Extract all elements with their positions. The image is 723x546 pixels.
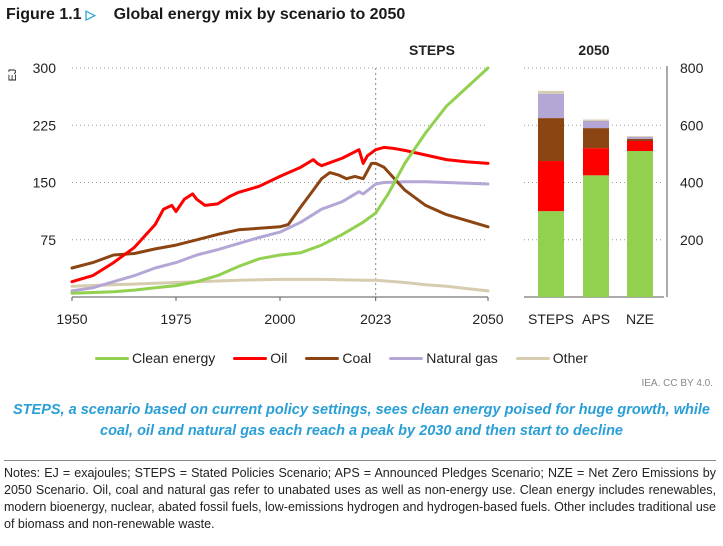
legend-label: Clean energy bbox=[132, 350, 216, 366]
legend-label: Other bbox=[552, 350, 588, 366]
y-tick-label: 300 bbox=[33, 60, 57, 76]
steps-annotation: STEPS bbox=[409, 42, 455, 58]
bar-segment-nze-natural-gas bbox=[627, 136, 653, 139]
legend-swatch bbox=[515, 356, 550, 360]
legend-item: Clean energy bbox=[95, 350, 215, 366]
legend-item: Oil bbox=[233, 350, 287, 366]
figure-label: Figure 1.1 bbox=[6, 6, 82, 23]
series-line-coal bbox=[70, 161, 490, 270]
bar-segment-aps-coal bbox=[583, 128, 609, 149]
y2-tick-label: 400 bbox=[680, 175, 704, 191]
bar-segment-aps-oil bbox=[583, 148, 609, 176]
series-line-clean-energy bbox=[70, 66, 490, 295]
legend-item: Natural gas bbox=[389, 350, 498, 366]
bar-category-label: STEPS bbox=[528, 311, 574, 327]
caption: STEPS, a scenario based on current polic… bbox=[13, 402, 710, 439]
y-tick-label: 150 bbox=[33, 175, 57, 191]
legend-item: Coal bbox=[305, 350, 371, 366]
series-line-other bbox=[70, 277, 490, 293]
bar-segment-steps-natural-gas bbox=[538, 93, 564, 119]
legend: Clean energy Oil Coal Natural gas Other bbox=[95, 350, 588, 366]
figure-heading: Global energy mix by scenario to 2050 bbox=[113, 6, 406, 23]
notes: Notes: EJ = exajoules; STEPS = Stated Po… bbox=[4, 460, 716, 533]
y-tick-label: 75 bbox=[40, 232, 56, 248]
legend-swatch bbox=[95, 356, 129, 360]
bar-segment-nze-coal bbox=[627, 138, 653, 141]
bar-segment-nze-other bbox=[627, 136, 653, 137]
legend-swatch bbox=[305, 356, 340, 360]
legend-swatch bbox=[389, 356, 424, 360]
bar-category-label: NZE bbox=[626, 311, 654, 327]
bar-segment-aps-natural-gas bbox=[583, 120, 609, 129]
y2-tick-label: 600 bbox=[680, 117, 704, 133]
series-line-oil bbox=[70, 145, 490, 284]
legend-label: Oil bbox=[270, 350, 288, 366]
y-tick-label: 225 bbox=[33, 117, 57, 133]
y2-tick-label: 800 bbox=[680, 60, 704, 76]
x-tick-label: 1975 bbox=[160, 311, 191, 327]
x-tick-label: 2023 bbox=[360, 311, 391, 327]
triangle-right-icon: ▷ bbox=[85, 7, 96, 22]
bar-segment-steps-coal bbox=[538, 118, 564, 162]
legend-swatch bbox=[233, 356, 268, 360]
credit: IEA. CC BY 4.0. bbox=[641, 378, 713, 389]
bar-segment-nze-clean-energy bbox=[627, 151, 653, 297]
bar-segment-steps-other bbox=[538, 90, 564, 94]
x-tick-label: 1950 bbox=[56, 311, 87, 327]
bar-segment-aps-other bbox=[583, 119, 609, 121]
legend-item: Other bbox=[515, 350, 588, 366]
y-axis-label: EJ bbox=[7, 69, 19, 82]
legend-label: Coal bbox=[342, 350, 372, 366]
series-line-natural-gas bbox=[70, 180, 490, 293]
x-tick-label: 2050 bbox=[472, 311, 503, 327]
bar-segment-aps-clean-energy bbox=[583, 175, 609, 297]
figure-title: Figure 1.1 ▷ Global energy mix by scenario… bbox=[6, 6, 405, 24]
bar-segment-steps-oil bbox=[538, 161, 564, 212]
bar-segment-nze-oil bbox=[627, 140, 653, 152]
x-tick-label: 2000 bbox=[264, 311, 295, 327]
bar-chart-title: 2050 bbox=[578, 42, 609, 58]
legend-label: Natural gas bbox=[426, 350, 498, 366]
y2-tick-label: 200 bbox=[680, 232, 704, 248]
chart: STEPS EJ 75 150 225 300 1950 1975 2000 2023 2050 20… bbox=[7, 42, 704, 327]
bar-category-label: APS bbox=[582, 311, 610, 327]
bar-segment-steps-clean-energy bbox=[538, 211, 564, 297]
